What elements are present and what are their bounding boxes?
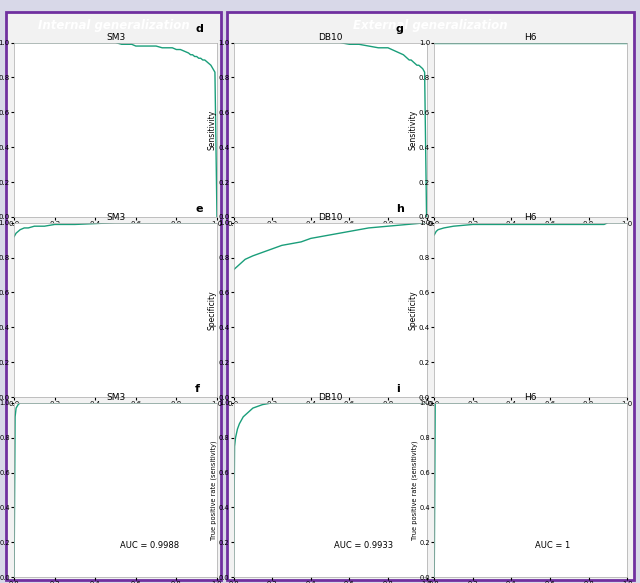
Y-axis label: Sensitivity: Sensitivity: [208, 110, 217, 150]
X-axis label: Decision thresholds: Decision thresholds: [493, 409, 568, 417]
Text: d: d: [195, 24, 203, 34]
Title: H6: H6: [524, 33, 537, 42]
Y-axis label: True positive rate (sensitivity): True positive rate (sensitivity): [412, 440, 418, 540]
Text: Internal generalization: Internal generalization: [38, 19, 189, 32]
Text: g: g: [396, 24, 404, 34]
Text: f: f: [195, 384, 200, 394]
Title: DB10: DB10: [318, 33, 342, 42]
Y-axis label: True positive rate (sensitivity): True positive rate (sensitivity): [211, 440, 218, 540]
Title: SM3: SM3: [106, 213, 125, 222]
Title: SM3: SM3: [106, 33, 125, 42]
Title: H6: H6: [524, 393, 537, 402]
Text: e: e: [195, 204, 202, 214]
Text: AUC = 0.9988: AUC = 0.9988: [120, 541, 179, 550]
Text: AUC = 0.9933: AUC = 0.9933: [334, 541, 393, 550]
Title: H6: H6: [524, 213, 537, 222]
X-axis label: Decision thresholds: Decision thresholds: [493, 229, 568, 237]
Text: External generalization: External generalization: [353, 19, 508, 32]
X-axis label: Decision thresholds: Decision thresholds: [292, 229, 368, 237]
X-axis label: Decision thresholds: Decision thresholds: [78, 409, 153, 417]
Text: h: h: [396, 204, 404, 214]
Title: DB10: DB10: [318, 393, 342, 402]
Y-axis label: Specificity: Specificity: [208, 290, 217, 329]
X-axis label: Decision thresholds: Decision thresholds: [78, 229, 153, 237]
Title: SM3: SM3: [106, 393, 125, 402]
Y-axis label: Sensitivity: Sensitivity: [408, 110, 417, 150]
X-axis label: Decision thresholds: Decision thresholds: [292, 409, 368, 417]
Y-axis label: Specificity: Specificity: [408, 290, 417, 329]
Title: DB10: DB10: [318, 213, 342, 222]
Text: AUC = 1: AUC = 1: [534, 541, 570, 550]
Text: i: i: [396, 384, 399, 394]
